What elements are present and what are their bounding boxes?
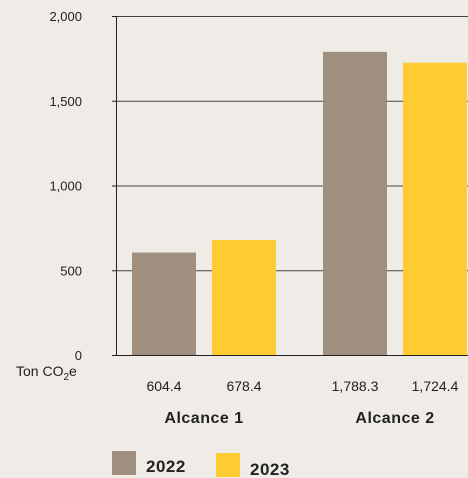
value-labels: 604.4 678.4 1,788.3 1,724.4 [146,378,458,394]
value-label: 1,788.3 [332,378,379,394]
category-label: Alcance 2 [355,410,434,427]
unit-label-base: Ton CO [16,363,64,379]
y-tick-label: 0 [75,348,82,363]
bar [403,62,467,355]
value-label: 1,724.4 [412,378,459,394]
bar [323,51,387,355]
unit-label: Ton CO2e [16,363,77,383]
bar [132,252,196,355]
y-tick-label: 500 [60,263,82,278]
legend-swatch [216,453,240,477]
unit-label-tail: e [69,363,77,379]
bar [212,240,276,355]
bars [132,51,467,355]
unit-label-subscript: 2 [63,372,69,383]
category-label: Alcance 1 [164,410,243,427]
value-label: 604.4 [146,378,181,394]
legend-label: 2022 [146,457,186,476]
y-tick-label: 2,000 [49,9,82,24]
value-label: 678.4 [226,378,261,394]
legend-label: 2023 [250,460,290,478]
y-tick-label: 1,000 [49,179,82,194]
y-axis-ticks: 0 500 1,000 1,500 2,000 [49,9,116,363]
y-tick-label: 1,500 [49,94,82,109]
category-labels: Alcance 1 Alcance 2 [164,410,434,427]
legend: 2022 2023 [112,451,290,478]
legend-swatch [112,451,136,475]
